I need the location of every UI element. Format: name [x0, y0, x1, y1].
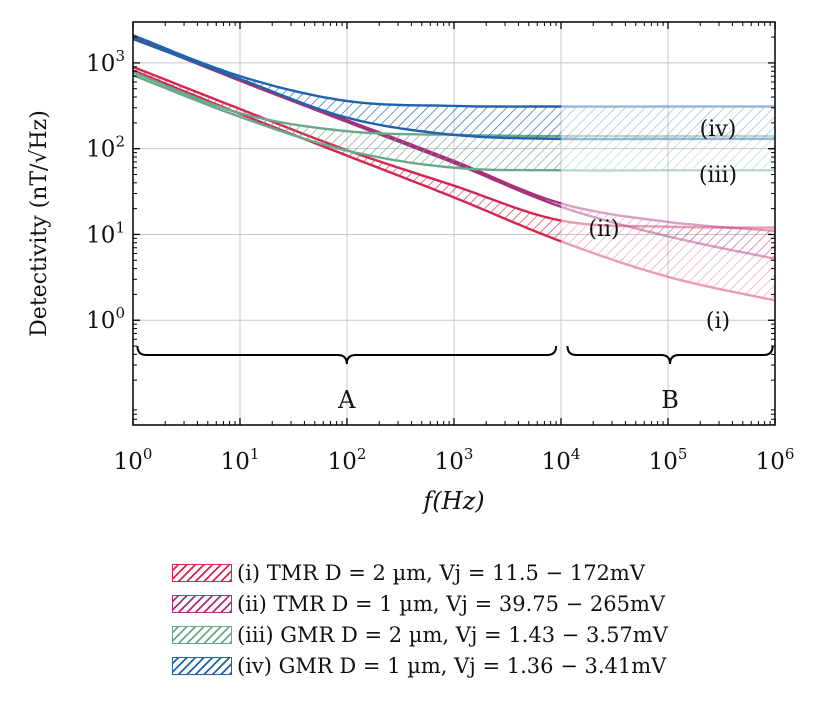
region-brace-B	[566, 345, 774, 365]
x-tick-label-4: 104	[542, 445, 581, 475]
x-tick-label-3: 103	[435, 445, 474, 475]
band-fill-i	[133, 66, 561, 242]
y-tick-label-1: 101	[86, 218, 125, 248]
legend-label-i: (i) TMR D = 2 µm, Vj = 11.5 − 172mV	[237, 560, 645, 585]
legend-label-ii: (ii) TMR D = 1 µm, Vj = 39.75 − 265mV	[237, 591, 666, 616]
legend-label-iv: (iv) GMR D = 1 µm, Vj = 1.36 − 3.41mV	[237, 653, 667, 678]
x-tick-label-6: 106	[756, 445, 795, 475]
band-iv-solid	[133, 34, 561, 141]
band-ii-faded	[561, 202, 775, 260]
lower-line-iv	[133, 37, 561, 141]
y-tick-label-0: 100	[86, 304, 125, 334]
upper-line-iv	[133, 34, 561, 108]
x-tick-label-2: 102	[328, 445, 367, 475]
series-label-iii: (iii)	[699, 163, 737, 188]
series-bands	[133, 34, 775, 302]
region-brace-A	[136, 345, 558, 365]
upper-line-i	[133, 65, 561, 222]
axis-ticks: 100 101 102 103 104 105 106 100 101 102 103	[86, 21, 795, 475]
region-label-A: A	[337, 386, 356, 414]
y-tick-label-2: 102	[86, 133, 125, 163]
band-fill-iv	[561, 106, 775, 140]
series-labels: (i) (ii) (iii) (iv)	[588, 117, 737, 334]
lower-line-iii	[561, 169, 775, 172]
legend-swatch-iv	[172, 656, 232, 675]
legend-swatch-ii	[172, 594, 232, 613]
band-fill-ii	[561, 203, 775, 259]
legend-label-iii: (iii) GMR D = 2 µm, Vj = 1.43 − 3.57mV	[237, 622, 668, 647]
upper-line-iv	[561, 105, 775, 108]
x-tick-label-5: 105	[649, 445, 688, 475]
legend: (i) TMR D = 2 µm, Vj = 11.5 − 172mV (ii)…	[172, 557, 668, 681]
region-label-B: B	[661, 386, 679, 414]
band-fill-iii	[561, 136, 775, 171]
y-tick-label-3: 103	[86, 47, 125, 77]
x-tick-label-0: 100	[114, 445, 153, 475]
lower-line-iv	[561, 137, 775, 141]
series-label-ii: (ii)	[588, 217, 619, 242]
x-axis-label: f(Hz)	[421, 487, 484, 515]
series-label-i: (i)	[706, 309, 730, 334]
x-tick-label-1: 101	[221, 445, 260, 475]
legend-entry-iv: (iv) GMR D = 1 µm, Vj = 1.36 − 3.41mV	[172, 650, 668, 681]
lower-line-iii	[133, 74, 561, 172]
legend-entry-iii: (iii) GMR D = 2 µm, Vj = 1.43 − 3.57mV	[172, 619, 668, 650]
legend-entry-ii: (ii) TMR D = 1 µm, Vj = 39.75 − 265mV	[172, 588, 668, 619]
legend-swatch-i	[172, 563, 232, 582]
band-fill-iii	[133, 72, 561, 171]
band-iv-faded	[561, 105, 775, 141]
lower-line-ii	[561, 205, 775, 260]
legend-entry-i: (i) TMR D = 2 µm, Vj = 11.5 − 172mV	[172, 557, 668, 588]
band-fill-iv	[133, 35, 561, 139]
series-label-iv: (iv)	[700, 117, 737, 142]
lower-line-i	[561, 240, 775, 302]
y-axis-label: Detectivity (nT/√Hz)	[27, 110, 52, 337]
legend-swatch-iii	[172, 625, 232, 644]
upper-line-ii	[561, 202, 775, 233]
